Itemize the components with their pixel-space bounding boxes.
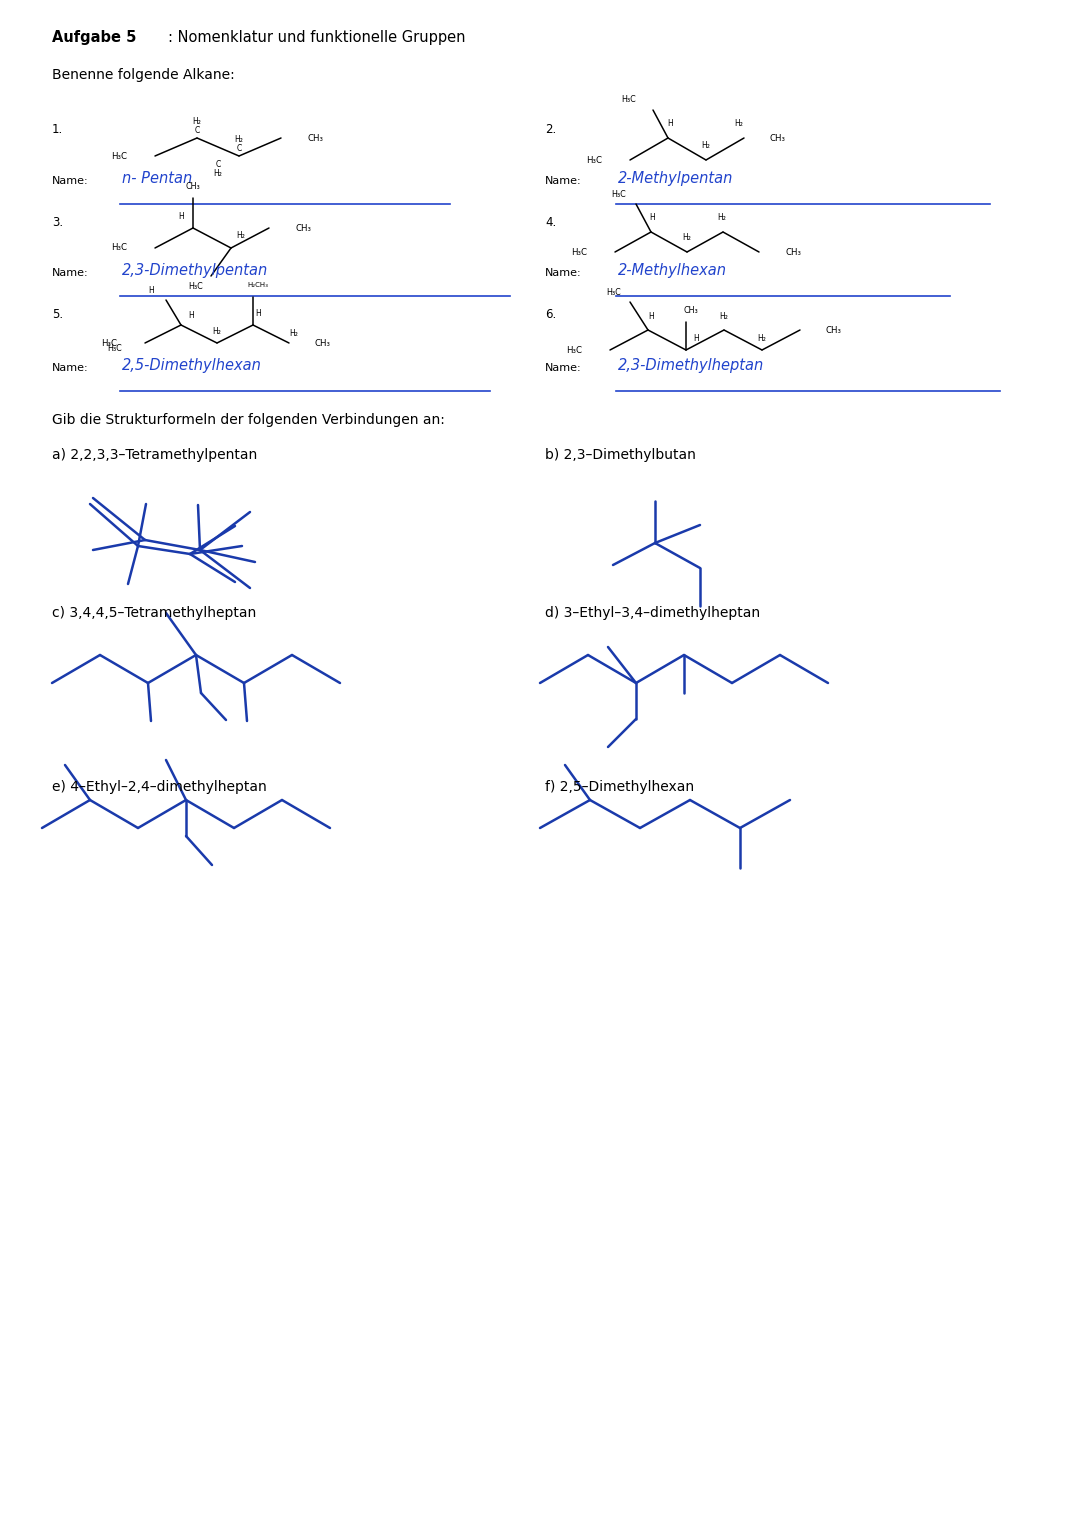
Text: H₃C: H₃C <box>571 248 588 257</box>
Text: H: H <box>667 119 673 128</box>
Text: C: C <box>237 144 242 153</box>
Text: d) 3–Ethyl–3,4–dimethylheptan: d) 3–Ethyl–3,4–dimethylheptan <box>545 607 760 620</box>
Text: C: C <box>215 159 220 168</box>
Text: 5.: 5. <box>52 309 63 321</box>
Text: H₃C: H₃C <box>586 156 602 165</box>
Text: Name:: Name: <box>52 267 89 278</box>
Text: e) 4–Ethyl–2,4–dimethylheptan: e) 4–Ethyl–2,4–dimethylheptan <box>52 779 267 795</box>
Text: H: H <box>648 312 653 321</box>
Text: 2-Methylpentan: 2-Methylpentan <box>618 171 733 186</box>
Text: H₃C: H₃C <box>621 95 636 104</box>
Text: H₃C: H₃C <box>111 243 127 252</box>
Text: 2,3-Dimethylheptan: 2,3-Dimethylheptan <box>618 358 765 373</box>
Text: : Nomenklatur und funktionelle Gruppen: : Nomenklatur und funktionelle Gruppen <box>168 31 465 44</box>
Text: H₃C: H₃C <box>108 344 122 353</box>
Text: C: C <box>194 125 200 134</box>
Text: Name:: Name: <box>52 176 89 186</box>
Text: H₂: H₂ <box>734 119 743 127</box>
Text: b) 2,3–Dimethylbutan: b) 2,3–Dimethylbutan <box>545 448 696 461</box>
Text: 2.: 2. <box>545 122 556 136</box>
Text: CH₃: CH₃ <box>308 133 324 142</box>
Text: H₂: H₂ <box>289 329 298 338</box>
Text: H: H <box>693 333 699 342</box>
Text: H: H <box>148 286 153 295</box>
Text: 2-Methylhexan: 2-Methylhexan <box>618 263 727 278</box>
Text: H₂: H₂ <box>717 212 727 222</box>
Text: H₃C: H₃C <box>102 339 117 347</box>
Text: 4.: 4. <box>545 215 556 229</box>
Text: 2,5-Dimethylhexan: 2,5-Dimethylhexan <box>122 358 261 373</box>
Text: Name:: Name: <box>545 364 582 373</box>
Text: Gib die Strukturformeln der folgenden Verbindungen an:: Gib die Strukturformeln der folgenden Ve… <box>52 413 445 426</box>
Text: 1.: 1. <box>52 122 64 136</box>
Text: n- Pentan: n- Pentan <box>122 171 192 186</box>
Text: CH₃: CH₃ <box>295 223 311 232</box>
Text: H₂: H₂ <box>234 134 243 144</box>
Text: H₂: H₂ <box>237 231 245 240</box>
Text: CH₃: CH₃ <box>826 325 842 335</box>
Text: CH₃: CH₃ <box>785 248 801 257</box>
Text: Benenne folgende Alkane:: Benenne folgende Alkane: <box>52 69 234 83</box>
Text: H₂: H₂ <box>719 312 728 321</box>
Text: H: H <box>178 211 184 220</box>
Text: H₂: H₂ <box>192 116 202 125</box>
Text: 3.: 3. <box>52 215 63 229</box>
Text: H₂: H₂ <box>213 327 221 336</box>
Text: f) 2,5–Dimethylhexan: f) 2,5–Dimethylhexan <box>545 779 694 795</box>
Text: 2,3-Dimethylpentan: 2,3-Dimethylpentan <box>122 263 268 278</box>
Text: H₂: H₂ <box>757 333 767 342</box>
Text: CH₃: CH₃ <box>186 182 201 191</box>
Text: 6.: 6. <box>545 309 556 321</box>
Text: H₂: H₂ <box>702 141 711 150</box>
Text: H₂CH₃: H₂CH₃ <box>247 283 269 287</box>
Text: H₃C: H₃C <box>189 281 203 290</box>
Text: H₃C: H₃C <box>566 345 582 354</box>
Text: H: H <box>649 212 654 222</box>
Text: a) 2,2,3,3–Tetramethylpentan: a) 2,2,3,3–Tetramethylpentan <box>52 448 257 461</box>
Text: H: H <box>255 309 261 318</box>
Text: H: H <box>188 310 194 319</box>
Text: H₂: H₂ <box>683 232 691 241</box>
Text: H₂: H₂ <box>214 168 222 177</box>
Text: H₃C: H₃C <box>607 287 621 296</box>
Text: Name:: Name: <box>545 176 582 186</box>
Text: Aufgabe 5: Aufgabe 5 <box>52 31 136 44</box>
Text: H₃C: H₃C <box>611 189 626 199</box>
Text: CH₃: CH₃ <box>684 306 699 315</box>
Text: CH₃: CH₃ <box>315 339 330 347</box>
Text: Name:: Name: <box>545 267 582 278</box>
Text: c) 3,4,4,5–Tetramethylheptan: c) 3,4,4,5–Tetramethylheptan <box>52 607 256 620</box>
Text: CH₃: CH₃ <box>770 133 786 142</box>
Text: Name:: Name: <box>52 364 89 373</box>
Text: H₃C: H₃C <box>111 151 127 160</box>
